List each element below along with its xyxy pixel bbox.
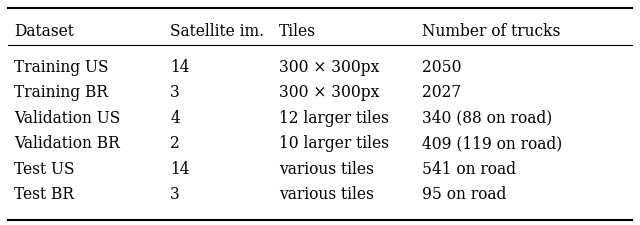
Text: 14: 14	[170, 58, 189, 75]
Text: 14: 14	[170, 160, 189, 177]
Text: Test BR: Test BR	[14, 185, 74, 202]
Text: 541 on road: 541 on road	[422, 160, 516, 177]
Text: various tiles: various tiles	[278, 185, 374, 202]
Text: 4: 4	[170, 109, 180, 126]
Text: Validation US: Validation US	[14, 109, 120, 126]
Text: Satellite im.: Satellite im.	[170, 23, 264, 40]
Text: Test US: Test US	[14, 160, 75, 177]
Text: 10 larger tiles: 10 larger tiles	[278, 135, 388, 151]
Text: 409 (119 on road): 409 (119 on road)	[422, 135, 562, 151]
Text: 3: 3	[170, 84, 180, 101]
Text: Training BR: Training BR	[14, 84, 108, 101]
Text: Number of trucks: Number of trucks	[422, 23, 561, 40]
Text: 300 × 300px: 300 × 300px	[278, 58, 379, 75]
Text: Validation BR: Validation BR	[14, 135, 120, 151]
Text: various tiles: various tiles	[278, 160, 374, 177]
Text: 2: 2	[170, 135, 180, 151]
Text: Dataset: Dataset	[14, 23, 74, 40]
Text: Tiles: Tiles	[278, 23, 316, 40]
Text: 95 on road: 95 on road	[422, 185, 506, 202]
Text: 340 (88 on road): 340 (88 on road)	[422, 109, 552, 126]
Text: Training US: Training US	[14, 58, 109, 75]
Text: 2027: 2027	[422, 84, 461, 101]
Text: 12 larger tiles: 12 larger tiles	[278, 109, 388, 126]
Text: 3: 3	[170, 185, 180, 202]
Text: 300 × 300px: 300 × 300px	[278, 84, 379, 101]
Text: 2050: 2050	[422, 58, 461, 75]
